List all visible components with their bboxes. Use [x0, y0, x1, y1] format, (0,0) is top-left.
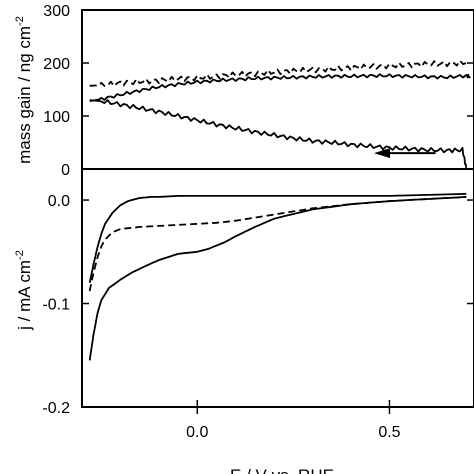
top-ylabel-sup: -2	[14, 16, 26, 26]
top-ytick-label: 100	[43, 109, 70, 126]
top-ytick-label: 0	[61, 162, 70, 179]
bottom-xlabel: E / V vs. RHE	[230, 466, 334, 474]
bottom-panel-frame	[81, 168, 474, 408]
bottom-series-group	[88, 192, 467, 361]
bottom-series-2-line	[88, 196, 467, 292]
top-series-1-line	[89, 59, 467, 87]
bottom-xtick-label: 0.0	[186, 424, 208, 441]
top-ytick-label: 300	[43, 3, 70, 20]
top-series-group	[89, 59, 471, 169]
bottom-series-3-line	[88, 196, 467, 361]
top-ylabel: mass gain / ng cm-2	[14, 16, 34, 164]
bottom-ytick-label: -0.2	[42, 400, 70, 417]
top-panel-frame	[81, 9, 474, 170]
bottom-ylabel-text: j / mA cm	[15, 260, 34, 331]
top-annotations	[374, 148, 436, 159]
top-series-3-line	[89, 99, 468, 169]
bottom-ylabel: j / mA cm-2	[14, 250, 34, 331]
top-ylabel-text: mass gain / ng cm	[15, 26, 34, 164]
bottom-xtick-label: 0.5	[378, 424, 400, 441]
top-ytick-label: 200	[43, 56, 70, 73]
top-series-2-line	[89, 73, 471, 103]
bottom-axis-ticks: -0.2 -0.1 0.0 0.0 0.5	[42, 193, 473, 441]
bottom-ylabel-sup: -2	[14, 250, 26, 260]
scan-direction-arrow-head	[374, 148, 391, 159]
top-axis-ticks: 0 100 200 300	[43, 3, 473, 179]
bottom-ytick-label: 0.0	[48, 193, 70, 210]
bottom-ytick-label: -0.1	[42, 297, 70, 314]
bottom-series-1-line	[88, 192, 467, 283]
